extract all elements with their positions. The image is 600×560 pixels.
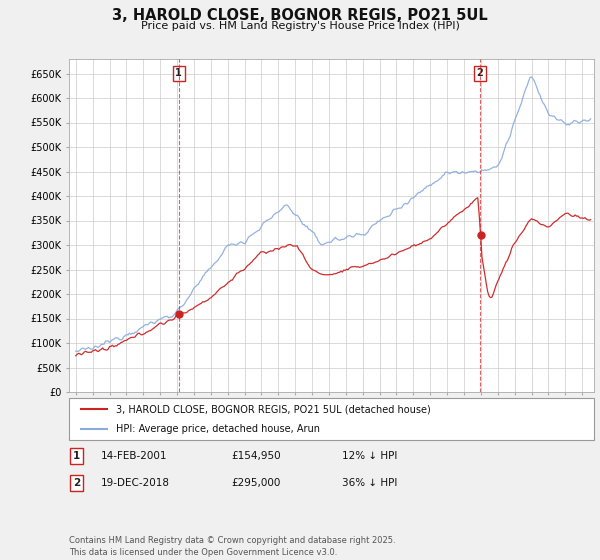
Text: 1: 1 <box>175 68 182 78</box>
Text: £295,000: £295,000 <box>231 478 280 488</box>
Text: 12% ↓ HPI: 12% ↓ HPI <box>342 451 397 461</box>
Text: Price paid vs. HM Land Registry's House Price Index (HPI): Price paid vs. HM Land Registry's House … <box>140 21 460 31</box>
Text: 2: 2 <box>476 68 484 78</box>
Text: 2: 2 <box>73 478 80 488</box>
Text: £154,950: £154,950 <box>231 451 281 461</box>
FancyBboxPatch shape <box>69 398 594 440</box>
Text: 3, HAROLD CLOSE, BOGNOR REGIS, PO21 5UL (detached house): 3, HAROLD CLOSE, BOGNOR REGIS, PO21 5UL … <box>116 404 431 414</box>
Text: 14-FEB-2001: 14-FEB-2001 <box>101 451 167 461</box>
Text: 3, HAROLD CLOSE, BOGNOR REGIS, PO21 5UL: 3, HAROLD CLOSE, BOGNOR REGIS, PO21 5UL <box>112 8 488 24</box>
Text: 36% ↓ HPI: 36% ↓ HPI <box>342 478 397 488</box>
Text: 19-DEC-2018: 19-DEC-2018 <box>101 478 170 488</box>
Text: Contains HM Land Registry data © Crown copyright and database right 2025.
This d: Contains HM Land Registry data © Crown c… <box>69 536 395 557</box>
Text: 1: 1 <box>73 451 80 461</box>
Text: HPI: Average price, detached house, Arun: HPI: Average price, detached house, Arun <box>116 424 320 434</box>
